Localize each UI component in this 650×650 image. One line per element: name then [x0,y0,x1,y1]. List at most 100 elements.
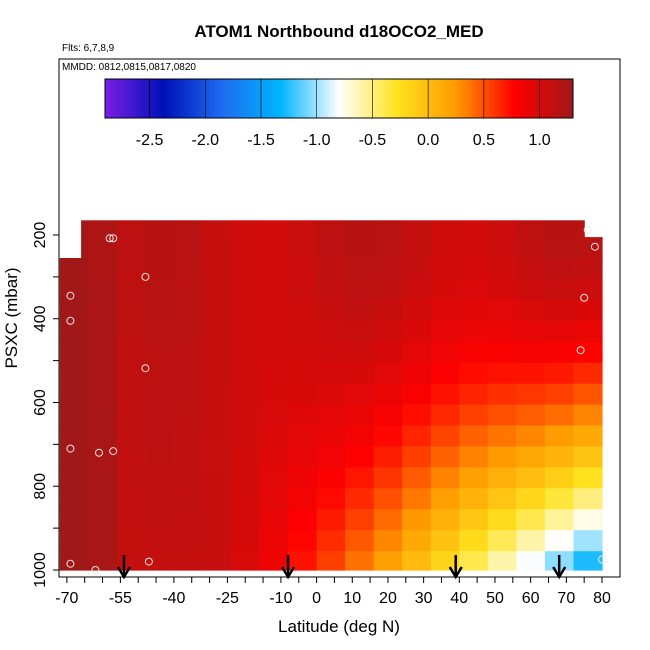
heat-cell [544,404,574,427]
heat-cell [288,279,318,301]
heat-cell [402,341,432,364]
heat-cell [402,237,432,259]
heat-cell [487,220,517,238]
heat-cell [202,299,232,322]
heat-cell [544,488,574,510]
heat-cell [59,341,89,364]
heat-cell [402,551,432,571]
heat-cell [430,551,460,571]
heat-cell [259,237,289,259]
heat-cell [573,425,603,447]
heat-cell [145,488,175,510]
heat-cell [88,488,118,510]
heat-cell [402,467,432,489]
heat-cell [173,446,203,468]
heat-cell [231,279,261,301]
heat-cell [402,279,432,301]
heat-cell [430,467,460,489]
heat-cell [345,341,375,364]
heat-cell [259,220,289,238]
heat-cell [430,509,460,531]
heat-cell [459,425,489,447]
heat-cell [402,530,432,552]
y-tick-label: 200 [32,222,49,249]
heat-cell [430,362,460,385]
heat-cell [316,220,346,238]
heat-cell [345,279,375,301]
heat-cell [116,425,146,447]
heat-cell [487,279,517,301]
heat-cell [231,299,261,322]
heat-cell [459,258,489,280]
heat-cell [316,446,346,468]
heat-cell [544,299,574,322]
heat-cell [231,530,261,552]
heat-cell [316,237,346,259]
heat-cell [573,530,603,552]
x-tick-label: -40 [162,590,185,607]
heat-cell [544,237,574,259]
heat-cell [231,220,261,238]
heat-cell [373,530,403,552]
heat-cell [173,530,203,552]
heat-cell [145,446,175,468]
heat-cell [202,341,232,364]
heat-cell [116,551,146,571]
heat-cell [459,530,489,552]
heat-cell [459,467,489,489]
heat-cell [402,404,432,427]
heat-cell [573,551,603,571]
heat-cell [88,258,118,280]
heat-cell [259,362,289,385]
heat-cell [430,530,460,552]
heat-cell [573,220,585,238]
heat-cell [116,362,146,385]
heat-cell [59,509,89,531]
heat-cell [487,446,517,468]
heat-cell [116,446,146,468]
heat-cell [459,383,489,406]
heat-cell [259,530,289,552]
heat-cell [402,383,432,406]
heat-cell [544,220,574,238]
heat-cell [316,362,346,385]
sample-point [598,555,606,564]
heat-cell [288,530,318,552]
heat-cell [516,383,546,406]
heat-cell [145,237,175,259]
heat-cell [59,404,89,427]
heat-cell [288,299,318,322]
heat-cell [116,258,146,280]
heat-cell [430,383,460,406]
heat-cell [573,488,603,510]
heat-cell [573,509,603,531]
heat-cell [259,509,289,531]
sample-point [590,242,599,251]
x-tick-label: 80 [593,590,611,607]
heat-cell [88,467,118,489]
heat-cell [59,258,89,280]
heat-cell [373,237,403,259]
heat-cell [202,446,232,468]
x-tick-label: 0 [312,590,321,607]
heat-cell [430,320,460,343]
heat-cell [487,551,517,571]
heat-cell [459,341,489,364]
heat-cell [88,446,118,468]
heat-cell [59,362,89,385]
heat-cell [145,341,175,364]
heat-cell [573,299,603,322]
heat-cell [259,467,289,489]
heat-cell [459,509,489,531]
heat-cell [116,467,146,489]
heat-cell [487,509,517,531]
heat-cell [231,341,261,364]
sample-point [141,364,150,373]
heat-cell [259,341,289,364]
heat-cell [116,237,146,259]
sample-point [66,444,75,453]
heat-cell [116,320,146,343]
heat-cell [544,530,574,552]
heat-cell [59,383,89,406]
heat-cell [316,467,346,489]
